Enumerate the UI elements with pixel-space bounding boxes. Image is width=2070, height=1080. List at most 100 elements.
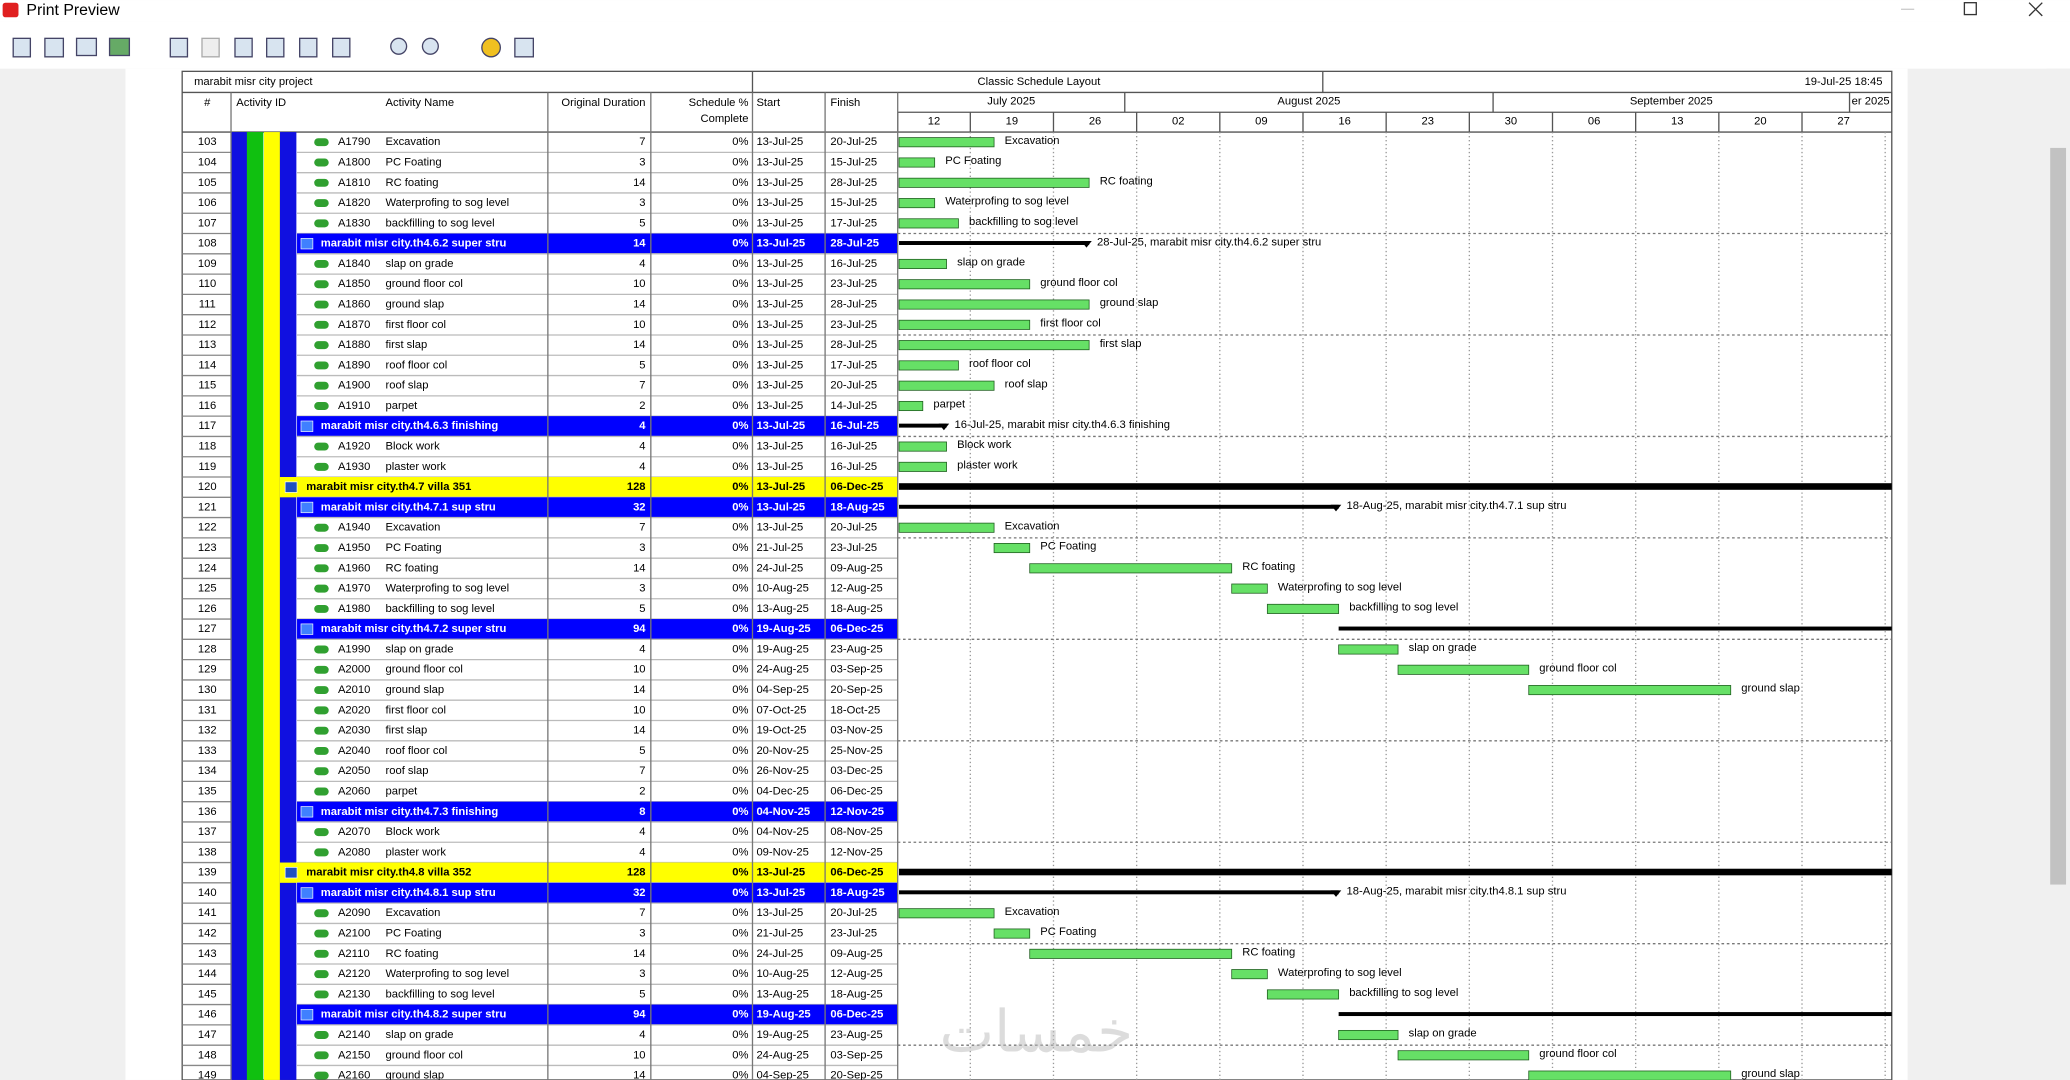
up-page-button[interactable] [266, 37, 285, 58]
percent-complete: 0% [732, 887, 748, 899]
start-date: 19-Aug-25 [756, 643, 808, 655]
activity-id: A1790 [338, 136, 370, 148]
group-bar [899, 868, 1892, 876]
task-icon [314, 300, 329, 309]
down-page-button[interactable] [299, 37, 318, 58]
duration: 14 [633, 725, 645, 737]
task-bar [898, 380, 995, 391]
percent-complete: 0% [732, 745, 748, 757]
bar-label: Block work [957, 439, 1012, 451]
options-button[interactable] [44, 37, 65, 58]
duration: 10 [633, 704, 645, 716]
finish-date: 28-Jul-25 [830, 177, 877, 189]
task-icon [314, 665, 329, 674]
task-bar [1029, 948, 1233, 959]
week-label: 12 [928, 115, 940, 127]
row-number: 121 [198, 501, 217, 513]
task-icon [314, 1071, 329, 1080]
row-number: 110 [198, 278, 216, 290]
print-button[interactable] [75, 37, 98, 57]
activity-id: A2100 [338, 928, 370, 940]
percent-complete: 0% [732, 1029, 748, 1041]
finish-date: 20-Jul-25 [830, 380, 877, 392]
row-number: 129 [198, 664, 217, 676]
zoom-out-button[interactable] [421, 37, 439, 55]
activity-name: first slap [385, 725, 427, 737]
bar-label: ground floor col [1539, 1048, 1616, 1060]
activity-row: 125 A1970 Waterprofing to sog level 3 0% 10-A… [182, 583, 898, 600]
page-setup-button[interactable] [12, 37, 32, 58]
bar-label: first floor col [1040, 317, 1100, 329]
percent-complete: 0% [732, 765, 748, 777]
publish-button[interactable] [108, 37, 131, 57]
percent-complete: 0% [732, 785, 748, 797]
activity-row: 109 A1840 slap on grade 4 0% 13-Jul-25 16-Jul-… [182, 258, 898, 275]
percent-complete: 0% [732, 684, 748, 696]
finish-date: 18-Oct-25 [830, 704, 880, 716]
task-bar [898, 299, 1090, 310]
wbs-name: marabit misr city.th4.7.1 sup stru [321, 501, 496, 513]
zoom-in-button[interactable] [390, 37, 408, 55]
wbs-icon [284, 867, 298, 879]
start-date: 13-Jul-25 [756, 258, 803, 270]
activity-table: 103 A1790 Excavation 7 0% 13-Jul-25 20-Jul-251… [182, 132, 898, 1080]
row-number: 112 [198, 319, 216, 331]
percent-complete: 0% [732, 217, 748, 229]
restore[interactable] [1963, 2, 1977, 16]
first-page-button[interactable] [169, 37, 189, 58]
row-number: 137 [198, 826, 217, 838]
start-date: 13-Jul-25 [756, 238, 805, 250]
task-bar [898, 360, 959, 371]
finish-date: 03-Dec-25 [830, 765, 882, 777]
activity-row: 142 A2100 PC Foating 3 0% 21-Jul-25 23-Jul-25 [182, 928, 898, 945]
task-bar [898, 157, 936, 168]
bar-label: RC foating [1242, 946, 1295, 958]
exit-button[interactable] [514, 37, 535, 58]
start-date: 20-Nov-25 [756, 745, 808, 757]
bar-label: backfilling to sog level [969, 216, 1078, 228]
help-button[interactable] [481, 37, 501, 58]
row-number: 145 [198, 988, 217, 1000]
task-icon [314, 381, 329, 390]
task-bar [1266, 603, 1340, 614]
column-header: # [204, 97, 211, 109]
activity-row: 146 marabit misr city.th4.8.2 super stru 9… [182, 1004, 898, 1026]
column-header: Schedule % [689, 97, 749, 109]
finish-date: 12-Nov-25 [830, 806, 884, 818]
start-date: 13-Jul-25 [756, 501, 805, 513]
activity-name: parpet [385, 785, 418, 797]
percent-complete: 0% [732, 846, 748, 858]
column-header: Activity ID [236, 97, 286, 109]
activity-row: 127 marabit misr city.th4.7.2 super stru 9… [182, 619, 898, 641]
window-title: Print Preview [26, 2, 120, 19]
prev-page-button[interactable] [201, 37, 220, 58]
last-page-button[interactable] [332, 37, 351, 58]
duration: 7 [639, 380, 645, 392]
bar-label: RC foating [1100, 175, 1153, 187]
duration: 5 [639, 359, 645, 371]
activity-row: 133 A2040 roof floor col 5 0% 20-Nov-25 25-Nov… [182, 745, 898, 762]
wbs-icon [300, 806, 314, 818]
bar-label: slap on grade [1409, 642, 1477, 654]
duration: 7 [639, 136, 645, 148]
scroll-thumb[interactable] [2050, 147, 2067, 885]
task-icon [314, 564, 329, 573]
wbs-icon [300, 501, 314, 514]
percent-complete: 0% [732, 704, 748, 716]
next-page-button[interactable] [234, 37, 253, 58]
start-date: 13-Jul-25 [756, 441, 803, 453]
percent-complete: 0% [732, 806, 748, 818]
duration: 7 [639, 907, 645, 919]
wbs-color-strip [279, 132, 297, 1080]
bar-label: RC foating [1242, 561, 1295, 573]
duration: 128 [627, 867, 646, 879]
wbs-name: marabit misr city.th4.6.2 super stru [321, 238, 507, 250]
toolbar-buttons [12, 37, 535, 58]
activity-name: ground slap [385, 299, 444, 311]
bar-label: ground slap [1100, 297, 1159, 309]
activity-id: A1930 [338, 461, 370, 473]
close[interactable] [2028, 2, 2043, 17]
finish-date: 18-Aug-25 [830, 501, 884, 513]
duration: 3 [639, 968, 645, 980]
activity-row: 111 A1860 ground slap 14 0% 13-Jul-25 28-Jul-2… [182, 299, 898, 316]
